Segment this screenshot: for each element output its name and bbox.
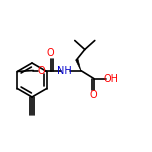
Polygon shape [76,59,81,71]
Text: NH: NH [57,66,72,76]
Text: O: O [37,66,45,76]
Text: O: O [47,48,55,59]
Text: OH: OH [103,74,118,83]
Text: O: O [90,90,98,100]
